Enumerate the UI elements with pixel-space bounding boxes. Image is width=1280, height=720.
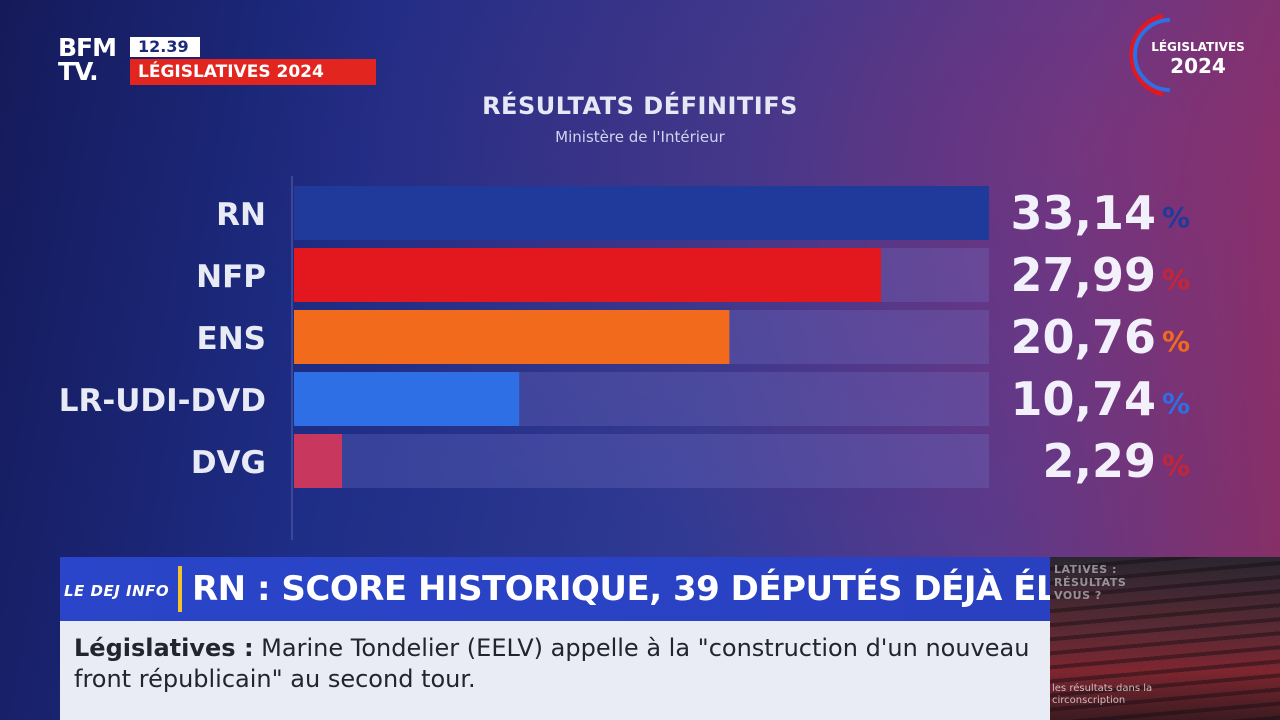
ticker-sub-label: Législatives :: [74, 634, 254, 662]
bar-dvg: [294, 434, 343, 488]
chart-title: RÉSULTATS DÉFINITIFS: [482, 92, 798, 120]
results-bar-chart: RN 33,14 % NFP 27,99 % ENS 20,76 % LR-UDI-DVD 10,7…: [59, 176, 1190, 540]
value-label-ens: 20,76: [1010, 310, 1156, 364]
ticker-headline: RN : SCORE HISTORIQUE, 39 DÉPUTÉS DÉJÀ É…: [192, 569, 1107, 609]
category-label-rn: RN: [216, 197, 266, 233]
value-label-rn: 33,14: [1010, 186, 1156, 240]
bar-ens: [294, 310, 730, 364]
unit-label-rn: %: [1162, 201, 1190, 234]
bar-rn: [294, 186, 989, 240]
bar-lr-udi-dvd: [294, 372, 520, 426]
category-label-ens: ENS: [197, 321, 266, 357]
ticker-sub-body: Marine Tondelier (EELV) appelle à la "co…: [74, 634, 1030, 693]
election-badge-icon: [1129, 13, 1171, 97]
unit-label-nfp: %: [1162, 263, 1190, 296]
category-label-nfp: NFP: [196, 259, 266, 295]
inset-screen-text: LATIVES : RÉSULTATS VOUS ?: [1054, 563, 1127, 602]
channel-logo-line1: BFM: [58, 33, 117, 62]
category-label-dvg: DVG: [191, 445, 266, 481]
chart-subtitle: Ministère de l'Intérieur: [555, 128, 725, 146]
channel-logo-line2: TV.: [58, 57, 99, 86]
unit-label-dvg: %: [1162, 449, 1190, 482]
section-label: LÉGISLATIVES 2024: [130, 59, 376, 85]
value-label-lr-udi-dvd: 10,74: [1010, 372, 1156, 426]
badge-year: 2024: [1170, 54, 1226, 78]
inset-caption: les résultats dans la circonscription: [1052, 683, 1153, 706]
ticker-subtext: Législatives : Marine Tondelier (EELV) a…: [74, 633, 1039, 695]
value-label-nfp: 27,99: [1010, 248, 1156, 302]
value-label-dvg: 2,29: [1043, 434, 1157, 488]
category-label-lr-udi-dvd: LR-UDI-DVD: [59, 383, 266, 419]
assembly-seats: [1050, 557, 1280, 720]
video-inset: LATIVES : RÉSULTATS VOUS ? les résultats…: [1050, 557, 1280, 720]
ticker-divider: [178, 566, 182, 612]
ticker-headline-bar: [60, 557, 1050, 621]
unit-label-lr-udi-dvd: %: [1162, 387, 1190, 420]
show-logo: LE DEJ INFO: [64, 582, 170, 600]
bar-track-dvg: [294, 434, 989, 488]
bar-nfp: [294, 248, 881, 302]
badge-label: LÉGISLATIVES: [1151, 40, 1245, 54]
ticker-sub-bar: [60, 621, 1050, 720]
clock: 12.39: [130, 37, 200, 57]
unit-label-ens: %: [1162, 325, 1190, 358]
channel-logo: BFM TV.: [58, 33, 126, 90]
